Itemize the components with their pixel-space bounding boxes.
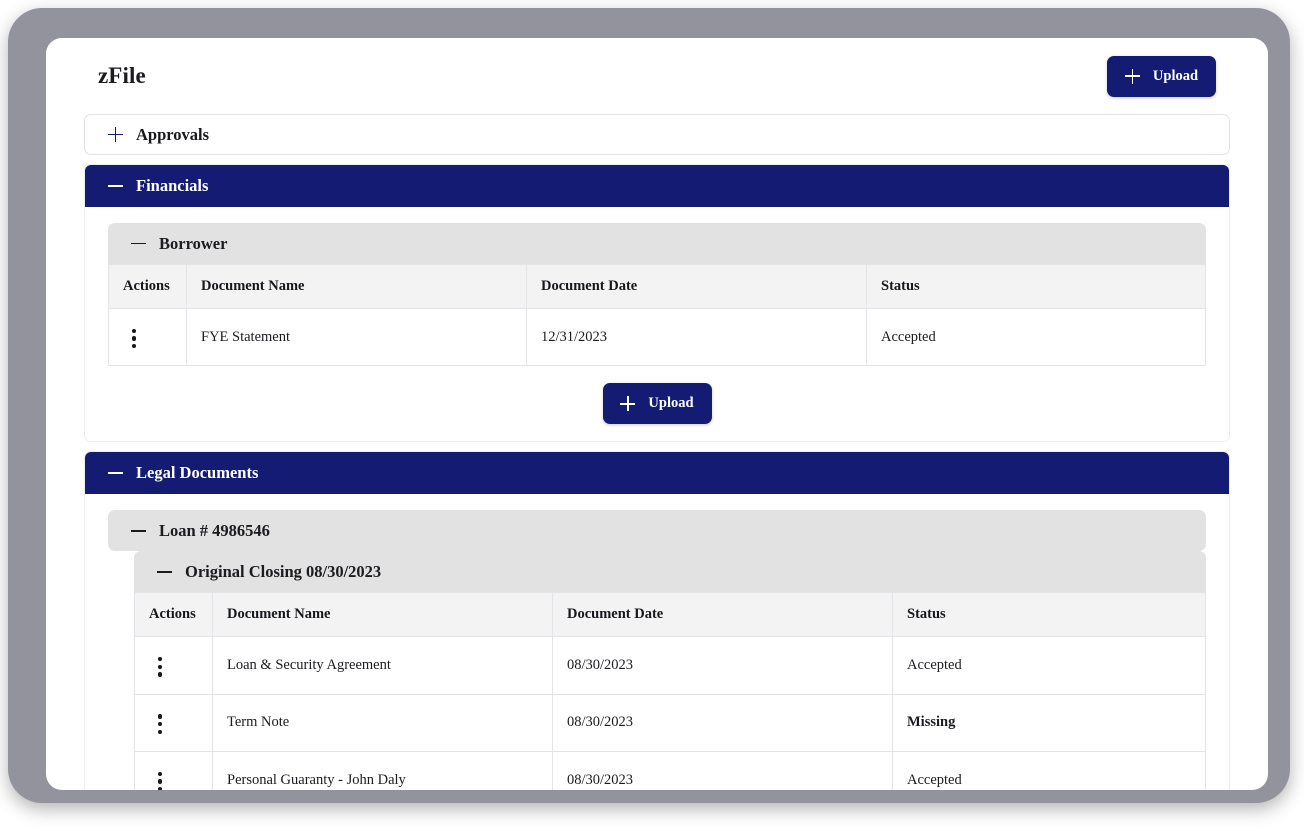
subsection-loan-label: Loan # 4986546 [159, 520, 270, 540]
table-header: Actions Document Name Document Date Stat… [108, 264, 1206, 309]
cell-document-date: 08/30/2023 [552, 693, 893, 753]
cell-document-date: 12/31/2023 [526, 307, 867, 367]
kebab-menu-icon[interactable] [149, 652, 171, 682]
minus-icon[interactable] [108, 466, 123, 481]
column-header-document-date: Document Date [552, 592, 893, 638]
section-legal-documents: Legal Documents Loan # 4986546 Original … [84, 451, 1230, 790]
cell-document-name: Personal Guaranty - John Daly [212, 751, 553, 790]
subsection-closing-label: Original Closing 08/30/2023 [185, 561, 382, 581]
minus-icon[interactable] [131, 523, 146, 538]
cell-document-date: 08/30/2023 [552, 751, 893, 790]
section-approvals-label: Approvals [136, 124, 210, 144]
page-title: zFile [98, 63, 146, 88]
subsection-borrower-label: Borrower [159, 233, 228, 253]
borrower-upload-label: Upload [648, 395, 694, 412]
table-row[interactable]: Personal Guaranty - John Daly 08/30/2023… [134, 751, 1206, 790]
cell-document-name: Term Note [212, 693, 553, 753]
row-actions-cell[interactable] [108, 307, 187, 367]
app-header: zFile Upload [46, 38, 1268, 114]
plus-icon [1124, 68, 1140, 84]
header-upload-button[interactable]: Upload [1107, 55, 1216, 97]
column-header-status: Status [892, 592, 1206, 638]
plus-icon[interactable] [108, 127, 123, 142]
column-header-document-name: Document Name [186, 264, 527, 309]
table-row[interactable]: Term Note 08/30/2023 Missing [134, 693, 1206, 753]
subsection-borrower-header[interactable]: Borrower [108, 223, 1206, 264]
status-badge: Missing [892, 693, 1206, 753]
section-financials-body: Borrower Actions Document Name Document … [85, 207, 1229, 442]
row-actions-cell[interactable] [134, 636, 213, 695]
device-bezel: zFile Upload Approvals Financials [8, 8, 1290, 803]
subsection-closing-header[interactable]: Original Closing 08/30/2023 [134, 551, 1206, 593]
status-badge: Accepted [866, 307, 1206, 367]
column-header-actions: Actions [108, 264, 187, 309]
row-actions-cell[interactable] [134, 751, 213, 790]
table-row[interactable]: FYE Statement 12/31/2023 Accepted [108, 307, 1206, 367]
section-financials: Financials Borrower Actions [84, 164, 1230, 443]
table-body: FYE Statement 12/31/2023 Accepted [108, 307, 1206, 367]
borrower-documents-table: Actions Document Name Document Date Stat… [108, 264, 1206, 367]
row-actions-cell[interactable] [134, 693, 213, 753]
minus-icon[interactable] [131, 236, 146, 251]
subsection-loan-body: Original Closing 08/30/2023 Actions Docu… [108, 551, 1206, 790]
column-header-status: Status [866, 264, 1206, 309]
minus-icon[interactable] [157, 564, 172, 579]
table-row[interactable]: Loan & Security Agreement 08/30/2023 Acc… [134, 636, 1206, 695]
status-badge: Accepted [892, 636, 1206, 695]
column-header-document-name: Document Name [212, 592, 553, 638]
minus-icon[interactable] [108, 179, 123, 194]
section-financials-label: Financials [136, 176, 209, 195]
column-header-document-date: Document Date [526, 264, 867, 309]
section-financials-header[interactable]: Financials [85, 165, 1229, 207]
borrower-table-actions: Upload [108, 366, 1206, 442]
scroll-area[interactable]: zFile Upload Approvals Financials [46, 38, 1268, 790]
kebab-menu-icon[interactable] [149, 709, 171, 739]
app-viewport: zFile Upload Approvals Financials [46, 38, 1268, 790]
kebab-menu-icon[interactable] [123, 323, 145, 353]
subsection-loan-header[interactable]: Loan # 4986546 [108, 510, 1206, 552]
column-header-actions: Actions [134, 592, 213, 638]
table-header: Actions Document Name Document Date Stat… [134, 592, 1206, 638]
status-badge: Accepted [892, 751, 1206, 790]
table-header-row: Actions Document Name Document Date Stat… [108, 264, 1206, 309]
closing-documents-table: Actions Document Name Document Date Stat… [134, 592, 1206, 790]
content-body: Approvals Financials Borrower [46, 114, 1268, 790]
cell-document-date: 08/30/2023 [552, 636, 893, 695]
section-legal-documents-body: Loan # 4986546 Original Closing 08/30/20… [85, 494, 1229, 790]
section-approvals[interactable]: Approvals [84, 114, 1230, 155]
section-legal-documents-header[interactable]: Legal Documents [85, 452, 1229, 495]
table-body: Loan & Security Agreement 08/30/2023 Acc… [134, 636, 1206, 790]
cell-document-name: FYE Statement [186, 307, 527, 367]
cell-document-name: Loan & Security Agreement [212, 636, 553, 695]
section-legal-documents-label: Legal Documents [136, 463, 259, 483]
kebab-menu-icon[interactable] [149, 767, 171, 790]
subsection-closing-body: Actions Document Name Document Date Stat… [134, 592, 1206, 790]
plus-icon [620, 396, 636, 412]
table-header-row: Actions Document Name Document Date Stat… [134, 592, 1206, 638]
header-upload-label: Upload [1152, 67, 1199, 84]
subsection-borrower-body: Actions Document Name Document Date Stat… [108, 264, 1206, 442]
borrower-upload-button[interactable]: Upload [602, 383, 712, 425]
